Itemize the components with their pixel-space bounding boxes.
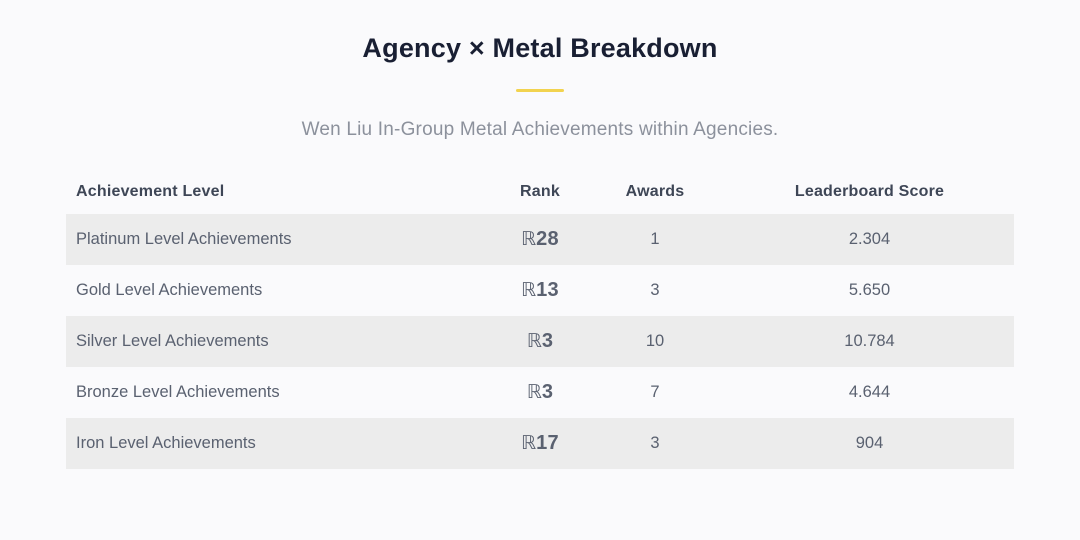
rank-value: 3 <box>541 381 554 403</box>
rank-symbol: ℝ <box>526 381 542 403</box>
table-row-silver: Silver Level Achievements ℝ3 10 10.784 <box>66 316 1014 367</box>
rank-symbol: ℝ <box>521 228 537 250</box>
rank-value: 28 <box>536 228 559 250</box>
leaderboard-score-cell: 2.304 <box>848 230 891 248</box>
rank-value: 13 <box>536 279 559 301</box>
awards-cell: 3 <box>650 281 660 299</box>
awards-cell: 1 <box>650 230 660 248</box>
awards-cell: 10 <box>645 332 665 350</box>
column-header-awards: Awards <box>625 183 685 200</box>
achievement-level-cell: Platinum Level Achievements <box>76 230 292 248</box>
table-row-bronze: Bronze Level Achievements ℝ3 7 4.644 <box>66 367 1014 418</box>
rank-cell: ℝ13 <box>495 265 585 316</box>
column-header-leaderboard-score: Leaderboard Score <box>794 183 945 200</box>
leaderboard-score-cell: 10.784 <box>844 332 895 350</box>
rank-symbol: ℝ <box>526 330 542 352</box>
leaderboard-score-cell: 4.644 <box>848 383 891 401</box>
column-header-achievement-level: Achievement Level <box>76 183 225 200</box>
awards-cell: 7 <box>650 383 660 401</box>
achievement-level-cell: Bronze Level Achievements <box>76 383 280 401</box>
rank-cell: ℝ17 <box>495 418 585 469</box>
table-header: Achievement Level Rank Awards Leaderboar… <box>66 183 1014 214</box>
achievement-level-cell: Gold Level Achievements <box>76 281 263 299</box>
rank-cell: ℝ3 <box>495 316 585 367</box>
achievement-level-cell: Silver Level Achievements <box>76 332 269 350</box>
agency-metal-breakdown-table: Achievement Level Rank Awards Leaderboar… <box>66 183 1014 469</box>
table-row-platinum: Platinum Level Achievements ℝ28 1 2.304 <box>66 214 1014 265</box>
table-row-gold: Gold Level Achievements ℝ13 3 5.650 <box>66 265 1014 316</box>
page-subtitle: Wen Liu In-Group Metal Achievements with… <box>301 119 779 140</box>
column-header-rank: Rank <box>520 183 560 200</box>
leaderboard-score-cell: 5.650 <box>848 281 891 299</box>
awards-cell: 3 <box>650 434 660 452</box>
rank-cell: ℝ28 <box>495 214 585 265</box>
rank-symbol: ℝ <box>521 279 537 301</box>
table-row-iron: Iron Level Achievements ℝ17 3 904 <box>66 418 1014 469</box>
rank-value: 3 <box>541 330 554 352</box>
rank-cell: ℝ3 <box>495 367 585 418</box>
leaderboard-score-cell: 904 <box>855 434 884 452</box>
title-accent-divider <box>516 89 564 92</box>
rank-symbol: ℝ <box>521 432 537 454</box>
achievement-level-cell: Iron Level Achievements <box>76 434 256 452</box>
page-title: Agency × Metal Breakdown <box>362 33 718 63</box>
rank-value: 17 <box>536 432 559 454</box>
